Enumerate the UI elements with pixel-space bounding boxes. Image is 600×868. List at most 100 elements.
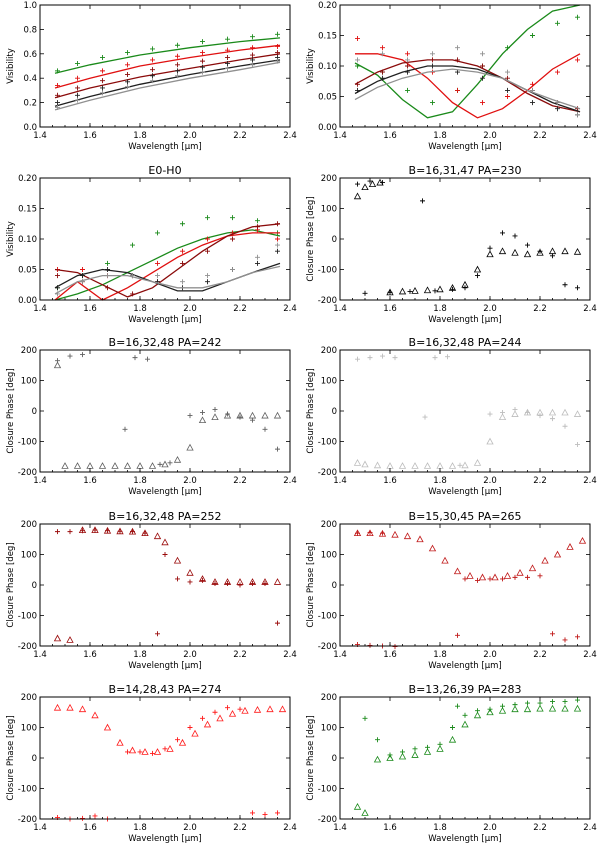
chart-panel-8: B=15,30,45 PA=265 1.4 1.6 1.8 2.0 2.2 2.4 -200 -… bbox=[306, 510, 597, 671]
data-point bbox=[575, 442, 580, 448]
data-point bbox=[200, 577, 205, 583]
data-point bbox=[462, 576, 468, 582]
series-black bbox=[354, 63, 581, 118]
data-point bbox=[398, 287, 407, 295]
data-point bbox=[125, 79, 130, 85]
data-point bbox=[105, 260, 110, 266]
data-point bbox=[445, 354, 450, 360]
y-tick-label: 200 bbox=[321, 520, 337, 530]
data-point bbox=[500, 576, 505, 582]
y-axis-label: Closure Phase [deg] bbox=[6, 715, 16, 800]
data-point bbox=[550, 631, 555, 637]
data-point bbox=[575, 112, 580, 118]
data-point bbox=[505, 45, 510, 51]
y-axis-label: Closure Phase [deg] bbox=[6, 542, 16, 627]
series-red bbox=[355, 36, 581, 119]
data-point bbox=[180, 260, 185, 266]
data-point bbox=[548, 704, 557, 712]
data-point bbox=[55, 68, 60, 74]
data-point bbox=[450, 286, 455, 292]
data-point bbox=[561, 408, 569, 416]
x-tick-label: 2.0 bbox=[183, 304, 197, 314]
x-tick-label: 2.2 bbox=[533, 650, 547, 660]
x-tick-label: 1.8 bbox=[133, 131, 147, 141]
data-point bbox=[573, 247, 582, 255]
x-tick-label: 2.0 bbox=[183, 650, 197, 660]
panel-title: E0-H0 bbox=[148, 164, 181, 177]
data-point bbox=[198, 416, 207, 424]
data-point bbox=[175, 62, 180, 68]
data-point bbox=[148, 462, 157, 469]
data-point bbox=[123, 462, 132, 469]
data-point bbox=[130, 273, 135, 279]
y-tick-label: 0.15 bbox=[18, 205, 37, 215]
data-point bbox=[473, 711, 482, 719]
data-point bbox=[487, 245, 493, 251]
data-point bbox=[420, 198, 425, 204]
y-tick-label: 200 bbox=[321, 346, 337, 356]
y-tick-label: 0.10 bbox=[18, 235, 37, 245]
data-point bbox=[116, 738, 124, 746]
x-tick-label: 2.4 bbox=[283, 304, 297, 314]
data-point bbox=[236, 578, 244, 585]
data-point bbox=[212, 709, 218, 715]
data-point bbox=[455, 703, 460, 709]
data-point bbox=[75, 75, 80, 81]
plot-frame bbox=[339, 523, 591, 647]
data-point bbox=[475, 273, 480, 279]
data-point bbox=[55, 529, 60, 535]
data-point bbox=[575, 57, 580, 63]
x-tick-label: 2.0 bbox=[483, 823, 497, 833]
data-point bbox=[491, 573, 499, 581]
data-point bbox=[241, 706, 249, 714]
data-point bbox=[511, 410, 519, 417]
data-point bbox=[511, 248, 519, 256]
data-point bbox=[473, 265, 482, 273]
data-point bbox=[198, 575, 207, 582]
data-point bbox=[367, 178, 373, 184]
data-point bbox=[161, 460, 169, 468]
data-point bbox=[355, 36, 360, 42]
data-point bbox=[386, 462, 394, 469]
data-point bbox=[262, 580, 268, 586]
data-point bbox=[436, 462, 444, 469]
x-tick-label: 1.6 bbox=[83, 476, 97, 486]
data-point bbox=[53, 361, 62, 369]
data-point bbox=[486, 250, 494, 258]
data-point bbox=[275, 50, 280, 56]
data-point bbox=[80, 352, 85, 358]
x-tick-label: 2.4 bbox=[583, 131, 597, 141]
data-point bbox=[462, 712, 468, 718]
x-tick-label: 2.4 bbox=[283, 476, 297, 486]
series-observed bbox=[55, 352, 280, 467]
data-point bbox=[380, 75, 385, 81]
data-point bbox=[555, 20, 560, 26]
y-tick-label: -100 bbox=[18, 612, 37, 622]
data-point bbox=[237, 706, 243, 712]
x-tick-label: 2.2 bbox=[533, 476, 547, 486]
series-black bbox=[54, 54, 281, 107]
data-point bbox=[361, 460, 369, 468]
data-point bbox=[423, 748, 432, 755]
x-tick-label: 1.8 bbox=[433, 650, 447, 660]
data-point bbox=[530, 100, 535, 106]
x-tick-label: 2.4 bbox=[283, 131, 297, 141]
data-point bbox=[487, 411, 493, 417]
data-point bbox=[225, 65, 230, 71]
data-point bbox=[441, 556, 449, 564]
data-point bbox=[407, 288, 413, 294]
data-point bbox=[448, 283, 457, 291]
data-point bbox=[162, 552, 168, 557]
data-point bbox=[373, 461, 382, 469]
x-axis-label: Wavelength [μm] bbox=[128, 315, 201, 325]
series-gray bbox=[54, 242, 281, 297]
data-point bbox=[578, 536, 587, 544]
data-point bbox=[366, 529, 374, 537]
data-point bbox=[355, 57, 360, 63]
x-axis-label: Wavelength [μm] bbox=[428, 487, 501, 497]
data-point bbox=[175, 576, 180, 582]
y-axis-label: Visibility bbox=[6, 48, 16, 84]
x-tick-label: 1.4 bbox=[33, 650, 47, 660]
chart-panel-2: 1.4 1.6 1.8 2.0 2.2 2.4 0.00 0.05 0.10 0.15 0.20 Wa… bbox=[306, 1, 597, 152]
